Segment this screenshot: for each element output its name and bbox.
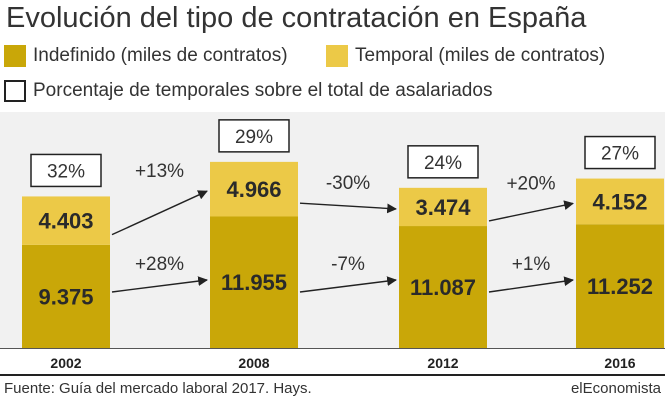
change-indefinido-2: -7% xyxy=(331,254,365,275)
bar-indefinido-2016 xyxy=(576,224,664,348)
bar-temporal-2008 xyxy=(210,161,298,217)
change-temporal-1: +13% xyxy=(135,161,184,182)
bar-indefinido-2012 xyxy=(399,226,487,348)
bar-indefinido-2008 xyxy=(210,216,298,348)
arrow-temporal-3 xyxy=(488,200,574,222)
legend-porcentaje: Porcentaje de temporales sobre el total … xyxy=(4,80,492,102)
percent-label-2012: 24% xyxy=(424,153,462,174)
value-label-indefinido-2012: 11.087 xyxy=(410,275,476,300)
brand-logo: elEconomista xyxy=(570,380,661,397)
legend-label-indefinido: Indefinido (miles de contratos) xyxy=(33,45,288,66)
chart-background xyxy=(0,112,665,348)
legend-swatch-porcentaje xyxy=(4,80,26,102)
legend-label-porcentaje: Porcentaje de temporales sobre el total … xyxy=(33,80,493,101)
x-tick-2012: 2012 xyxy=(427,355,458,371)
value-label-temporal-2016: 4.152 xyxy=(592,189,647,214)
change-indefinido-1: +28% xyxy=(135,254,184,275)
percent-box-2012 xyxy=(407,145,479,179)
percent-box-2002 xyxy=(30,153,102,188)
legend-label-temporal: Temporal (miles de contratos) xyxy=(355,45,606,66)
percent-box-2008 xyxy=(218,119,290,153)
arrow-indefinido-1 xyxy=(111,276,208,293)
change-temporal-2: -30% xyxy=(326,173,370,194)
legend-indefinido: Indefinido (miles de contratos) xyxy=(4,45,288,67)
percent-label-2016: 27% xyxy=(601,144,639,165)
bar-temporal-2016 xyxy=(576,178,664,225)
legend-swatch-indefinido xyxy=(4,45,26,67)
bar-chart: 9.375 4.403 32% 11.955 4.966 29% 11.087 3.474 24… xyxy=(22,119,664,348)
change-temporal-3: +20% xyxy=(506,173,555,194)
chart-title: Evolución del tipo de contratación en Es… xyxy=(6,2,587,34)
x-tick-2016: 2016 xyxy=(604,355,635,371)
x-axis-band xyxy=(0,348,665,375)
legend-temporal: Temporal (miles de contratos) xyxy=(326,45,605,67)
arrow-indefinido-2 xyxy=(299,276,397,293)
x-tick-2008: 2008 xyxy=(238,355,269,371)
change-indefinido-3: +1% xyxy=(512,254,551,275)
value-label-temporal-2002: 4.403 xyxy=(38,209,93,234)
value-label-indefinido-2008: 11.955 xyxy=(221,270,287,295)
arrow-temporal-1 xyxy=(111,190,208,236)
bar-temporal-2002 xyxy=(22,196,110,245)
percent-label-2002: 32% xyxy=(47,161,85,182)
percent-box-2016 xyxy=(584,135,656,170)
value-label-indefinido-2002: 9.375 xyxy=(38,284,93,309)
bar-temporal-2012 xyxy=(399,187,487,227)
value-label-temporal-2008: 4.966 xyxy=(226,177,281,202)
bar-indefinido-2002 xyxy=(22,244,110,348)
arrow-temporal-2 xyxy=(299,202,397,214)
value-label-temporal-2012: 3.474 xyxy=(415,195,471,220)
x-axis: 2002 2008 2012 2016 xyxy=(0,348,665,371)
arrow-indefinido-3 xyxy=(488,276,574,293)
percent-label-2008: 29% xyxy=(235,127,273,148)
value-label-indefinido-2016: 11.252 xyxy=(587,274,653,299)
x-tick-2002: 2002 xyxy=(50,355,81,371)
source-note: Fuente: Guía del mercado laboral 2017. H… xyxy=(4,380,312,397)
legend-swatch-temporal xyxy=(326,45,348,67)
footer-divider xyxy=(0,374,665,376)
